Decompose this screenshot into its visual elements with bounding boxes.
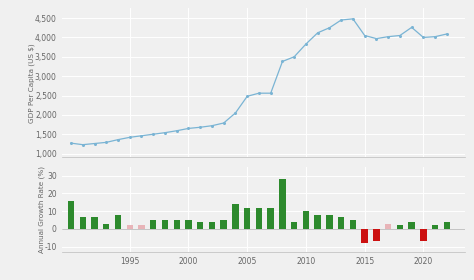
Bar bbox=[444, 222, 450, 229]
Bar bbox=[80, 216, 86, 229]
Bar bbox=[291, 222, 297, 229]
Bar bbox=[197, 222, 203, 229]
Bar bbox=[267, 208, 274, 229]
Bar bbox=[91, 216, 98, 229]
Bar bbox=[68, 200, 74, 229]
Bar bbox=[373, 229, 380, 241]
Bar bbox=[279, 179, 286, 229]
Bar bbox=[409, 222, 415, 229]
Bar bbox=[420, 229, 427, 241]
Bar bbox=[232, 204, 239, 229]
Bar bbox=[326, 215, 333, 229]
Bar bbox=[397, 225, 403, 229]
Bar bbox=[103, 224, 109, 229]
Bar bbox=[115, 215, 121, 229]
Bar bbox=[185, 220, 191, 229]
Bar bbox=[314, 215, 321, 229]
Bar bbox=[162, 220, 168, 229]
Bar bbox=[138, 225, 145, 229]
Bar bbox=[150, 220, 156, 229]
Bar bbox=[244, 208, 250, 229]
Bar bbox=[209, 222, 215, 229]
Y-axis label: Annual Growth Rate (%): Annual Growth Rate (%) bbox=[38, 166, 45, 253]
Bar bbox=[303, 211, 309, 229]
Bar bbox=[127, 225, 133, 229]
Bar bbox=[220, 220, 227, 229]
Bar bbox=[350, 220, 356, 229]
Bar bbox=[362, 229, 368, 243]
Bar bbox=[338, 216, 345, 229]
Bar bbox=[385, 224, 392, 229]
Bar bbox=[173, 220, 180, 229]
Bar bbox=[432, 225, 438, 229]
Y-axis label: GDP Per Capita (US $): GDP Per Capita (US $) bbox=[29, 43, 36, 123]
Bar bbox=[256, 208, 262, 229]
